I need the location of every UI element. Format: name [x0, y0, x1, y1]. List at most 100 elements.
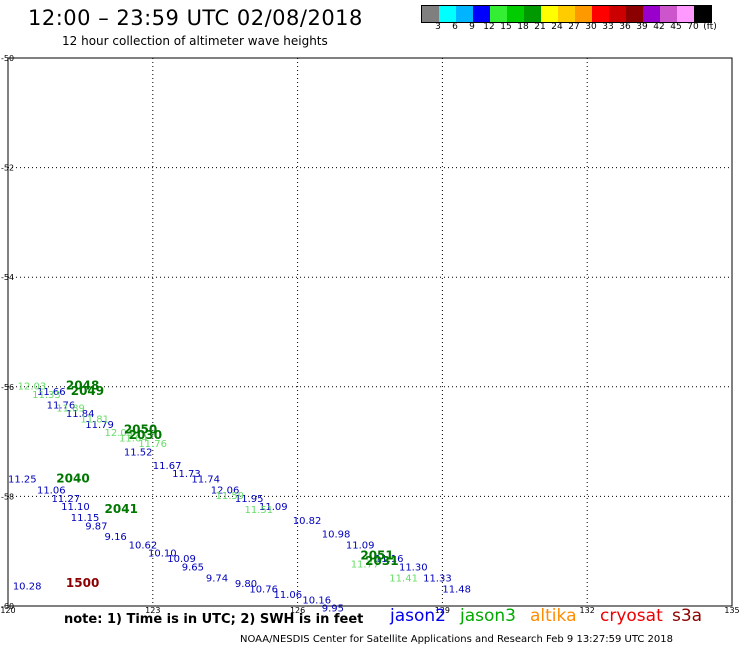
scale-swatch	[439, 6, 456, 22]
wave-height-label: 11.89	[56, 403, 85, 414]
wave-height-label: 9.74	[206, 573, 228, 584]
scale-swatch	[558, 6, 575, 22]
scale-label: 12	[483, 22, 495, 32]
wave-height-label: 11.59	[216, 491, 245, 502]
lat-tick-label: -56	[1, 383, 14, 392]
wave-height-label: 11.48	[442, 584, 471, 595]
wave-height-label: 12.03	[18, 382, 47, 393]
wave-height-label: 11.09	[346, 540, 375, 551]
scale-swatch	[490, 6, 507, 22]
wave-height-label: 11.30	[399, 562, 428, 573]
wave-height-label: 11.67	[153, 461, 182, 472]
wave-height-label: 10.98	[322, 530, 351, 541]
scale-label: 21	[534, 22, 546, 32]
lat-tick-label: -60	[1, 602, 14, 611]
scale-label: 39	[636, 22, 648, 32]
scale-label: 9	[469, 22, 475, 32]
color-scale-bar	[421, 5, 712, 23]
wave-height-label: 11.33	[32, 390, 61, 401]
wave-height-label: 10.62	[129, 540, 158, 551]
wave-height-label: 11.64	[119, 434, 148, 445]
wave-height-label: 11.15	[71, 513, 100, 524]
wave-height-label: 11.79	[85, 420, 114, 431]
wave-height-label: 11.81	[80, 414, 109, 425]
time-label: 2031	[365, 554, 398, 568]
scale-label: 42	[653, 22, 665, 32]
scale-label: 33	[602, 22, 614, 32]
wave-height-label: 10.76	[249, 584, 278, 595]
wave-height-label: 12.09	[105, 428, 134, 439]
scale-label: 6	[452, 22, 458, 32]
lon-tick-label: 129	[435, 606, 450, 615]
lon-tick-label: 135	[724, 606, 739, 615]
lat-tick-label: -54	[1, 273, 14, 282]
scale-label: 24	[551, 22, 563, 32]
wave-height-label: 11.95	[235, 494, 264, 505]
lat-tick-label: -50	[1, 54, 14, 63]
satellite-legend-s3a: s3a	[672, 606, 703, 626]
scale-label: 15	[500, 22, 512, 32]
time-label: 1500	[66, 576, 99, 590]
wave-height-label: 11.09	[259, 502, 288, 513]
credit-line: NOAA/NESDIS Center for Satellite Applica…	[240, 634, 673, 645]
scale-swatch	[677, 6, 694, 22]
scale-swatch	[575, 6, 592, 22]
satellite-legend-jason2: jason2	[390, 606, 446, 626]
time-label: 2041	[105, 502, 138, 516]
wave-height-label: 9.65	[182, 562, 204, 573]
scale-swatch	[473, 6, 490, 22]
wave-height-label: 10.10	[148, 549, 177, 560]
wave-height-label: 11.06	[37, 486, 66, 497]
scale-swatch	[524, 6, 541, 22]
satellite-legend-cryosat: cryosat	[600, 606, 663, 626]
wave-height-label: 11.84	[66, 409, 95, 420]
scale-swatch	[592, 6, 609, 22]
lon-tick-label: 126	[290, 606, 305, 615]
time-label: 2051	[360, 548, 393, 562]
scale-label: (ft)	[703, 22, 717, 32]
wave-height-label: 11.06	[273, 590, 302, 601]
scale-swatch	[626, 6, 643, 22]
lon-tick-label: 132	[580, 606, 595, 615]
wave-height-label: 11.10	[61, 502, 90, 513]
lon-tick-label: 120	[0, 606, 15, 615]
wave-height-label: 10.82	[293, 516, 322, 527]
satellite-legend-altika: altika	[530, 606, 577, 626]
wave-height-label: 9.80	[235, 579, 257, 590]
scale-swatch	[660, 6, 677, 22]
lon-tick-label: 123	[145, 606, 160, 615]
wave-height-label: 11.51	[245, 505, 274, 516]
page-title: 12:00 – 23:59 UTC 02/08/2018	[28, 6, 363, 30]
wave-height-label: 11.76	[138, 439, 167, 450]
wave-height-label: 9.95	[322, 603, 344, 614]
scale-label: 30	[585, 22, 597, 32]
wave-height-label: 11.77	[351, 560, 380, 571]
scale-label: 27	[568, 22, 580, 32]
wave-height-label: 9.87	[85, 521, 107, 532]
wave-height-label: 12.06	[211, 486, 240, 497]
wave-height-label: 11.74	[191, 475, 220, 486]
scale-swatch	[643, 6, 660, 22]
map-frame	[7, 57, 733, 607]
satellite-legend-jason3: jason3	[460, 606, 516, 626]
footnote: note: 1) Time is in UTC; 2) SWH is in fe…	[64, 612, 364, 627]
wave-height-label: 9.16	[105, 532, 127, 543]
scale-swatch	[694, 6, 711, 22]
scale-label: 18	[517, 22, 529, 32]
scale-label: 45	[670, 22, 682, 32]
lat-tick-label: -58	[1, 492, 14, 501]
lat-tick-label: -52	[1, 164, 14, 173]
color-scale-labels: 3 6 9 12 15 18 21 24 27 30 33 36 39 42 45 70 (ft)	[421, 0, 727, 40]
time-label: 2048	[66, 379, 99, 393]
wave-height-label: 11.16	[375, 554, 404, 565]
scale-swatch	[422, 6, 439, 22]
time-label: 2049	[71, 384, 104, 398]
time-label: 2050	[124, 422, 157, 436]
wave-height-label: 11.25	[8, 475, 37, 486]
wave-height-label: 10.16	[302, 595, 331, 606]
time-label: 2030	[129, 428, 162, 442]
scale-label: 3	[435, 22, 441, 32]
wave-height-label: 10.09	[167, 554, 196, 565]
wave-height-label: 11.76	[47, 401, 76, 412]
